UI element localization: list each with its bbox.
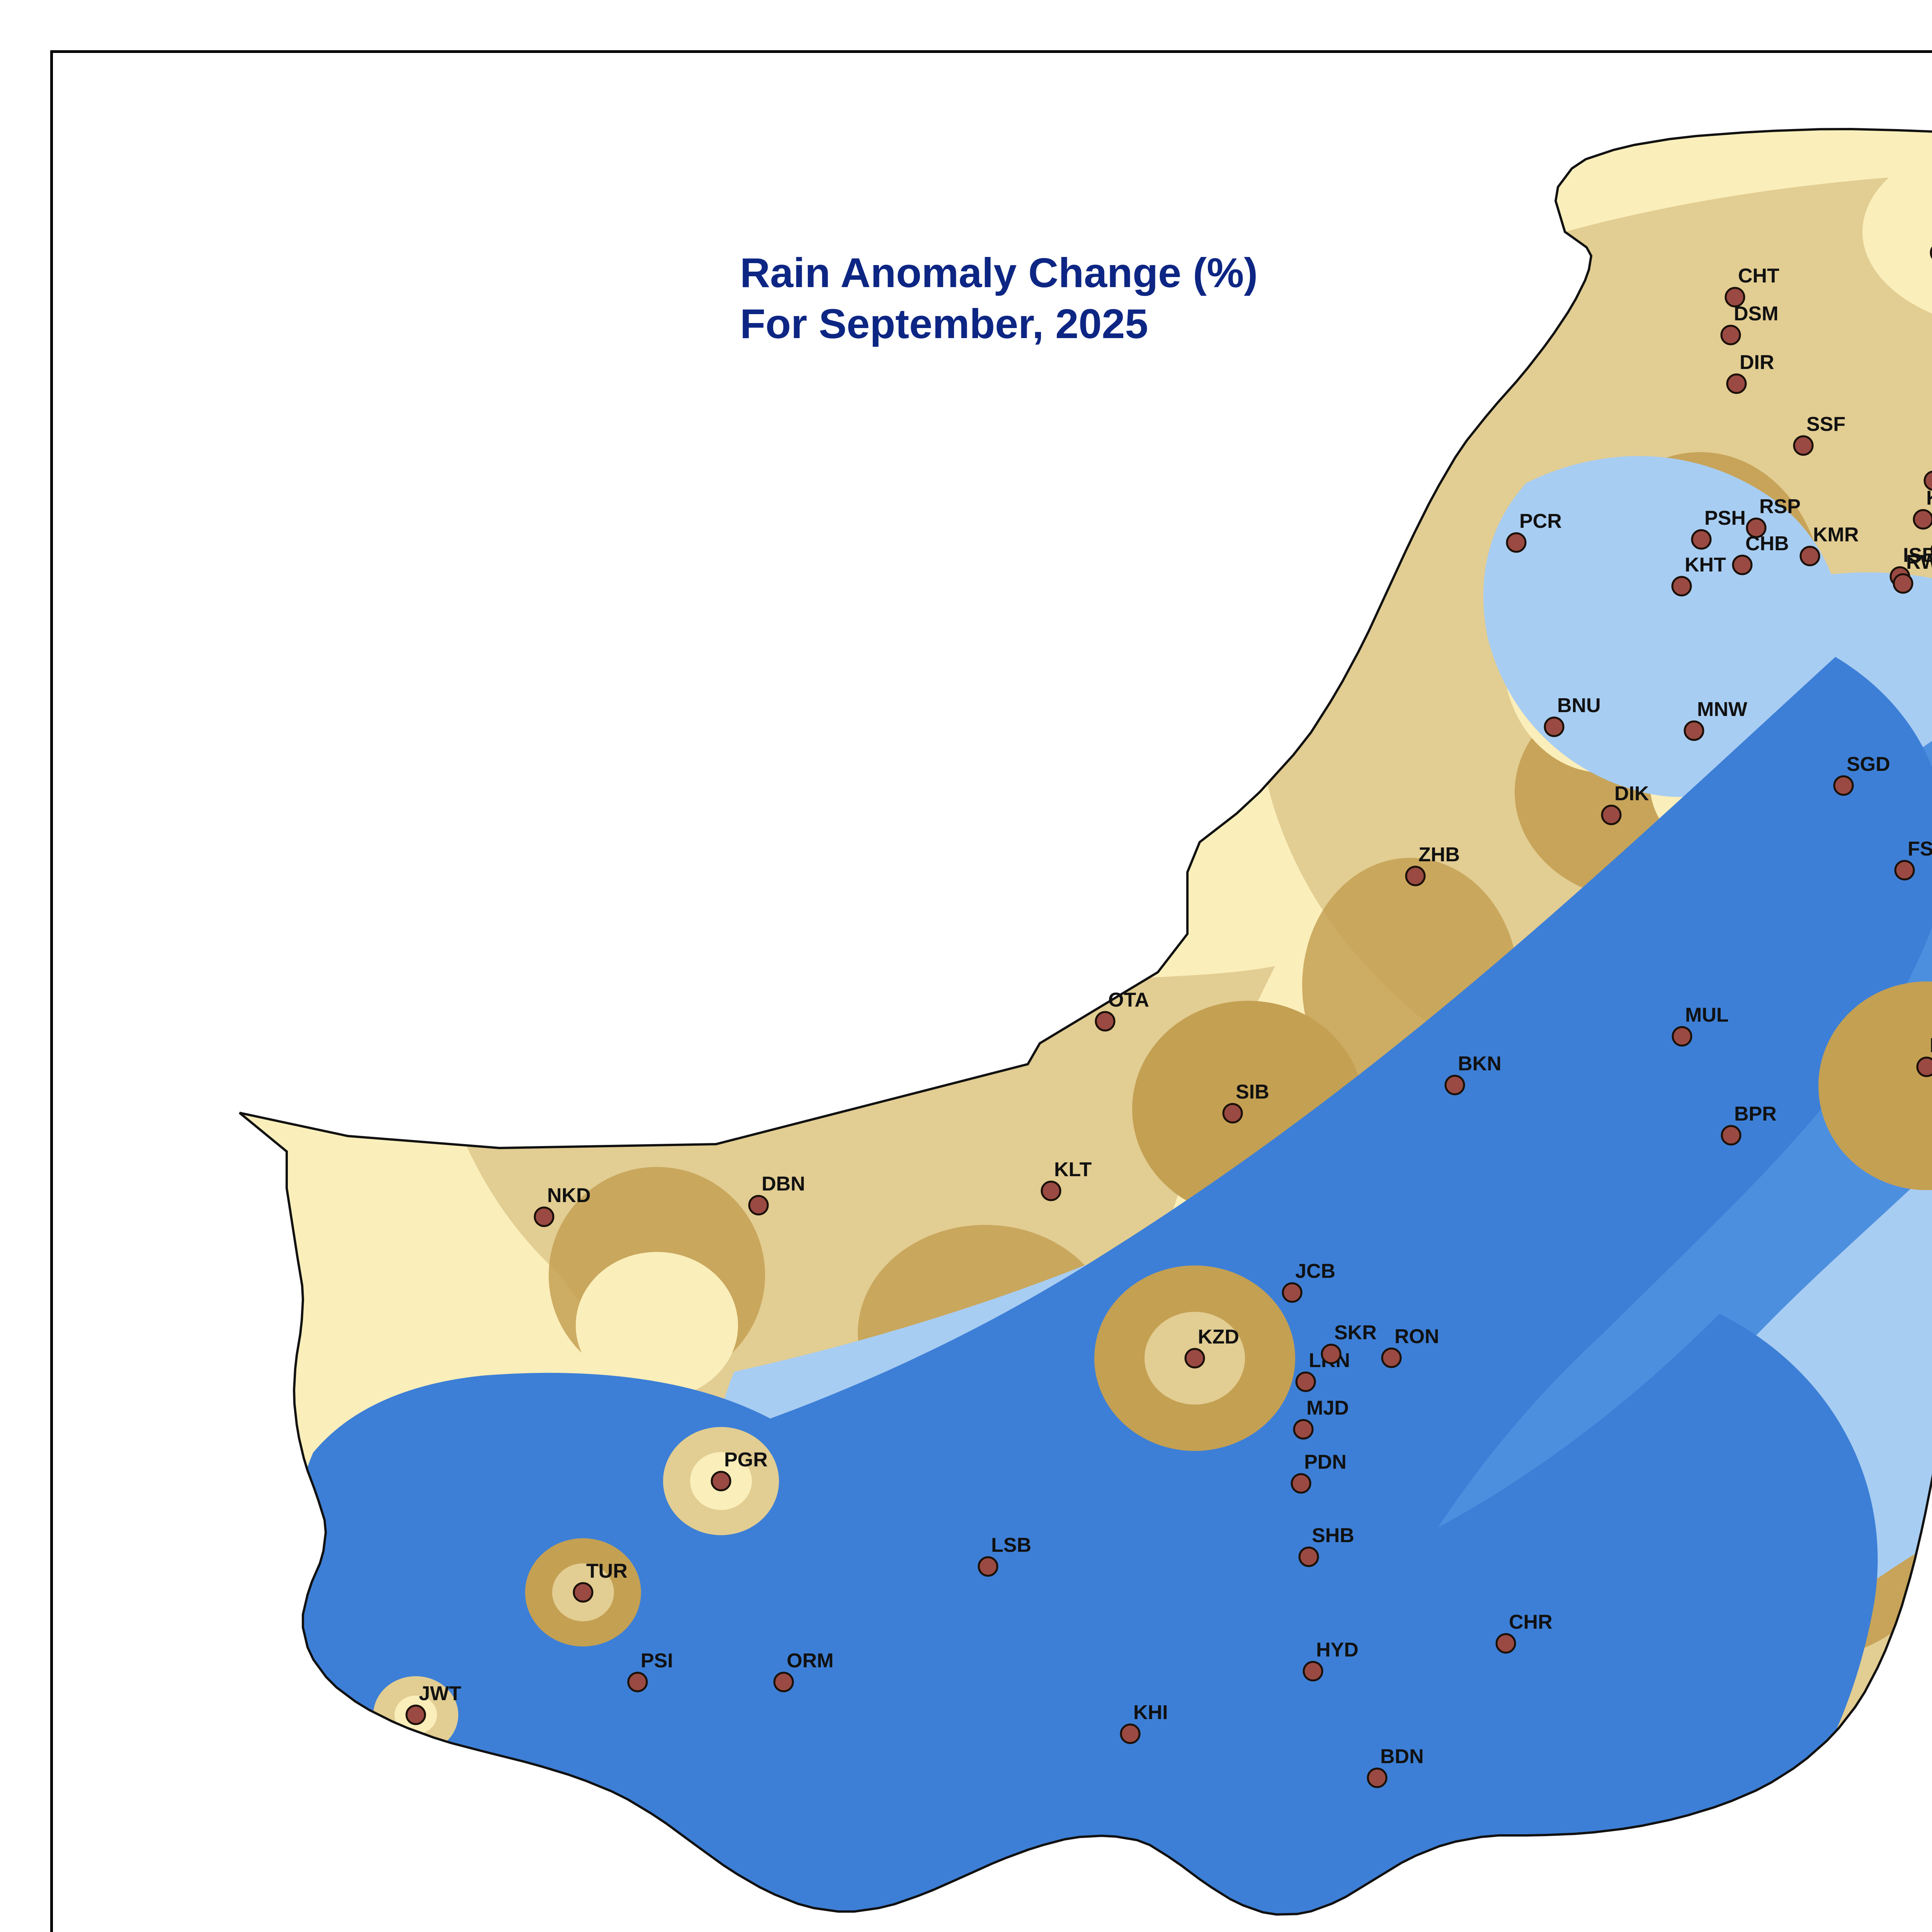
svg-text:BNR: BNR bbox=[1930, 1034, 1932, 1057]
svg-text:OTA: OTA bbox=[1108, 989, 1149, 1011]
svg-text:HYD: HYD bbox=[1316, 1639, 1359, 1661]
svg-text:MNW: MNW bbox=[1697, 698, 1748, 721]
svg-text:SKR: SKR bbox=[1334, 1321, 1377, 1344]
svg-text:CHB: CHB bbox=[1745, 532, 1789, 555]
svg-text:KZD: KZD bbox=[1198, 1326, 1239, 1348]
svg-text:JCB: JCB bbox=[1295, 1260, 1335, 1282]
svg-text:ORM: ORM bbox=[787, 1650, 833, 1672]
svg-text:RON: RON bbox=[1395, 1325, 1439, 1348]
svg-text:DIK: DIK bbox=[1614, 782, 1649, 805]
svg-text:PSI: PSI bbox=[641, 1650, 673, 1672]
svg-text:NKD: NKD bbox=[547, 1184, 591, 1207]
svg-text:SGD: SGD bbox=[1847, 753, 1890, 776]
svg-text:SIB: SIB bbox=[1236, 1081, 1269, 1103]
svg-text:PSH: PSH bbox=[1704, 507, 1746, 529]
svg-text:FSD: FSD bbox=[1908, 838, 1932, 860]
svg-text:PCR: PCR bbox=[1519, 510, 1562, 532]
svg-text:MJD: MJD bbox=[1306, 1397, 1349, 1419]
svg-text:CHR: CHR bbox=[1509, 1611, 1553, 1633]
svg-text:MUL: MUL bbox=[1685, 1004, 1729, 1026]
svg-text:KLT: KLT bbox=[1054, 1158, 1092, 1181]
svg-text:TUR: TUR bbox=[586, 1560, 628, 1582]
svg-text:BNU: BNU bbox=[1557, 694, 1601, 717]
svg-text:JWT: JWT bbox=[419, 1682, 461, 1705]
svg-text:LSB: LSB bbox=[991, 1534, 1031, 1556]
svg-text:KHI: KHI bbox=[1133, 1701, 1168, 1724]
svg-text:BDN: BDN bbox=[1380, 1745, 1424, 1768]
svg-text:ZHB: ZHB bbox=[1418, 844, 1460, 866]
svg-text:CHT: CHT bbox=[1738, 265, 1779, 287]
svg-text:PGR: PGR bbox=[724, 1449, 768, 1471]
svg-text:KMR: KMR bbox=[1813, 524, 1859, 546]
svg-text:DIR: DIR bbox=[1740, 351, 1774, 374]
svg-text:SSF: SSF bbox=[1806, 413, 1845, 435]
svg-text:KHT: KHT bbox=[1685, 554, 1726, 576]
svg-text:PDN: PDN bbox=[1304, 1451, 1347, 1473]
svg-text:BPR: BPR bbox=[1734, 1103, 1777, 1125]
svg-text:DBN: DBN bbox=[762, 1173, 805, 1195]
svg-text:BKN: BKN bbox=[1458, 1053, 1502, 1075]
svg-text:DSM: DSM bbox=[1734, 303, 1779, 325]
svg-text:RSP: RSP bbox=[1759, 495, 1801, 518]
svg-text:SHB: SHB bbox=[1312, 1524, 1354, 1547]
svg-text:RWP: RWP bbox=[1906, 551, 1932, 573]
